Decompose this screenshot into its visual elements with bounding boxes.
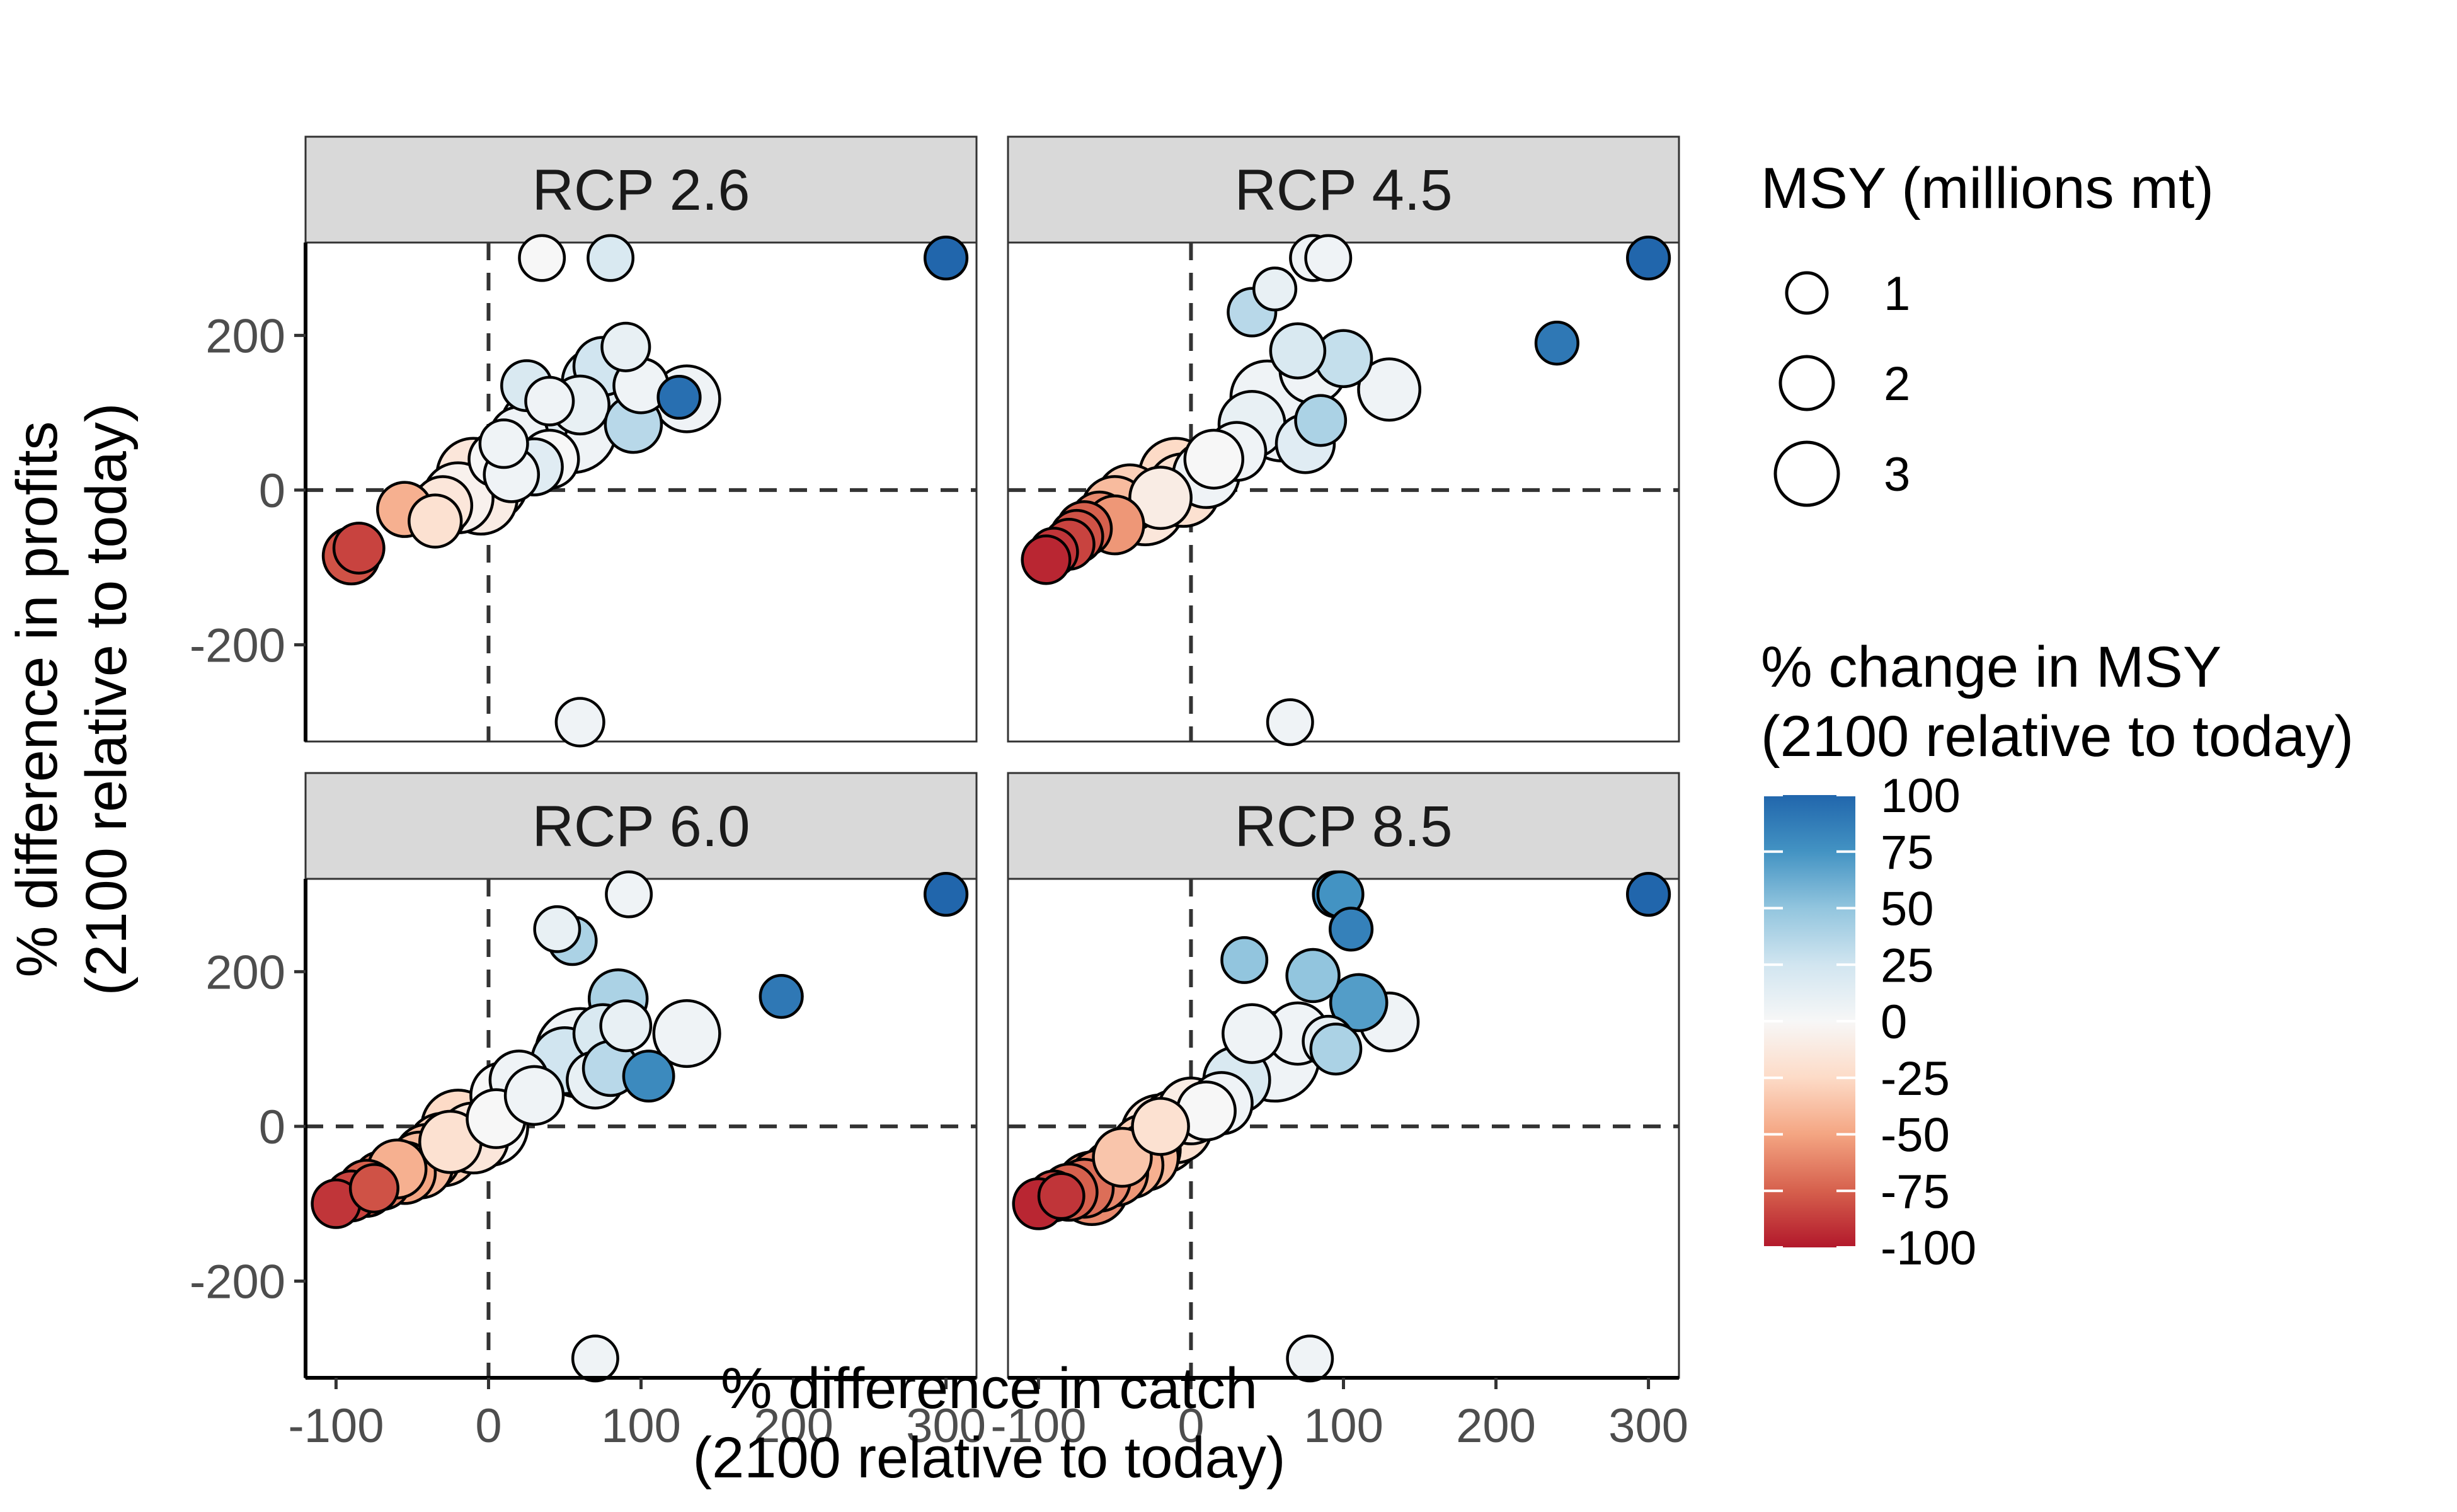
size-legend-label-3: 3 — [1884, 448, 1910, 501]
x-axis-title-line2: (2100 relative to today) — [693, 1426, 1286, 1490]
data-point — [1266, 698, 1314, 747]
x-tick-label: -100 — [288, 1399, 384, 1453]
data-point — [1222, 1003, 1283, 1064]
data-point — [1021, 534, 1072, 585]
size-legend: MSY (millions mt) 1 2 3 — [1761, 156, 2214, 507]
data-point — [924, 235, 969, 281]
data-point — [503, 1065, 565, 1126]
data-point — [518, 234, 566, 282]
data-point — [1286, 1334, 1334, 1383]
data-point — [1329, 973, 1389, 1033]
color-legend-label: -100 — [1881, 1222, 1976, 1275]
data-point — [759, 974, 804, 1019]
data-point — [1131, 1097, 1190, 1156]
data-point — [1037, 1172, 1085, 1220]
x-tick-label: -100 — [990, 1399, 1086, 1453]
x-axis-title-line1: % difference in catch — [721, 1356, 1257, 1421]
size-legend-label-1: 1 — [1884, 267, 1910, 321]
x-tick-label: 0 — [475, 1399, 501, 1453]
data-point — [924, 871, 969, 917]
facet-label-rcp-8-5: RCP 8.5 — [1234, 794, 1452, 859]
size-legend-key-1 — [1785, 271, 1829, 315]
data-point — [1128, 466, 1193, 530]
size-legend-title: MSY (millions mt) — [1761, 156, 2214, 220]
points-layer — [311, 234, 1671, 1383]
x-tick-label: 100 — [601, 1399, 681, 1453]
facet-label-rcp-6-0: RCP 6.0 — [532, 794, 750, 859]
data-point — [478, 418, 529, 469]
color-legend-title-line2: (2100 relative to today) — [1761, 704, 2354, 769]
facet-label-rcp-2-6: RCP 2.6 — [532, 158, 750, 222]
data-point — [1626, 235, 1671, 281]
panels-layer: RCP 2.6 RCP 4.5 RCP 6.0 RCP 8.5 — [304, 135, 1680, 1379]
y-tick-label: -200 — [190, 1256, 285, 1309]
x-tick-label: 200 — [1456, 1399, 1536, 1453]
y-tick-label: 0 — [259, 1101, 285, 1154]
data-point — [587, 234, 635, 282]
x-tick-label: 0 — [1177, 1399, 1204, 1453]
color-legend-title-line1: % change in MSY — [1761, 635, 2221, 699]
data-point — [524, 375, 575, 427]
size-legend-key-3 — [1773, 440, 1840, 507]
data-point — [533, 905, 581, 953]
color-legend-label: 0 — [1881, 995, 1907, 1049]
color-legend-label: 25 — [1881, 939, 1934, 992]
data-point — [652, 999, 721, 1068]
y-tick-label: -200 — [190, 619, 285, 673]
data-point — [1183, 428, 1245, 490]
x-tick-label: 200 — [753, 1399, 833, 1453]
data-point — [571, 1334, 619, 1383]
data-point — [1304, 234, 1353, 282]
data-point — [332, 522, 386, 575]
data-point — [1269, 322, 1327, 380]
color-legend-label: -50 — [1881, 1109, 1950, 1162]
x-tick-label: 300 — [906, 1399, 986, 1453]
size-legend-label-2: 2 — [1884, 357, 1910, 411]
data-point — [1357, 357, 1422, 422]
data-point — [1626, 871, 1671, 917]
facet-strip-rcp-6-0 — [304, 772, 978, 880]
data-point — [1294, 394, 1348, 447]
data-point — [600, 321, 651, 372]
data-point — [1285, 948, 1341, 1004]
plot-area-rcp-8-5 — [1007, 878, 1680, 1379]
facet-strip-rcp-2-6 — [304, 135, 978, 244]
data-point — [656, 374, 702, 420]
x-tick-label: 300 — [1608, 1399, 1688, 1453]
color-legend-label: 100 — [1881, 769, 1961, 823]
data-point — [1220, 936, 1269, 984]
y-axis-title-line1: % difference in profits — [5, 421, 69, 978]
size-legend-key-2 — [1778, 355, 1835, 411]
y-tick-label: 200 — [205, 309, 285, 363]
data-point — [348, 1163, 399, 1214]
data-point — [599, 999, 653, 1053]
data-point — [622, 1050, 675, 1103]
y-tick-label: 200 — [205, 946, 285, 999]
data-point — [1534, 321, 1579, 366]
color-legend-label: 75 — [1881, 826, 1934, 879]
data-point — [408, 493, 463, 549]
y-axis-title-line2: (2100 relative to today) — [74, 403, 139, 996]
data-point — [1329, 907, 1374, 952]
y-tick-label: 0 — [259, 464, 285, 518]
data-point — [1252, 266, 1298, 312]
facet-label-rcp-4-5: RCP 4.5 — [1234, 158, 1452, 222]
color-legend-label: -75 — [1881, 1165, 1950, 1218]
data-point — [605, 870, 653, 919]
x-tick-label: 100 — [1303, 1399, 1383, 1453]
color-legend: % change in MSY (2100 relative to today)… — [1761, 635, 2354, 1275]
plot-area-rcp-6-0 — [304, 878, 978, 1379]
color-legend-label: 50 — [1881, 883, 1934, 936]
data-point — [554, 697, 605, 748]
color-legend-label: -25 — [1881, 1052, 1950, 1106]
data-point — [1309, 1022, 1363, 1076]
